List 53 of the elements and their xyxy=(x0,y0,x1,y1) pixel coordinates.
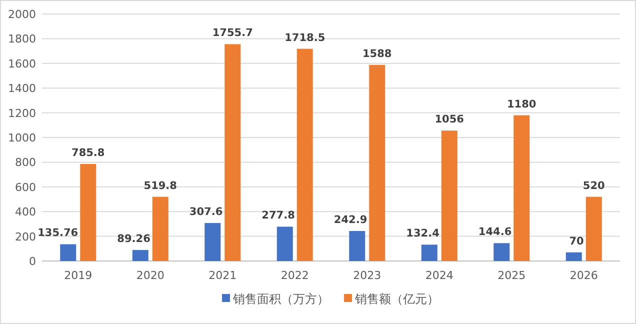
bar xyxy=(421,244,438,261)
x-tick-label: 2025 xyxy=(498,269,526,282)
data-label: 70 xyxy=(569,235,584,248)
bar xyxy=(296,48,313,261)
y-tick-label: 0 xyxy=(29,255,36,268)
legend-label: 销售额（亿元） xyxy=(354,292,439,306)
data-label: 277.8 xyxy=(262,210,295,222)
bar xyxy=(494,243,510,261)
data-label: 132.4 xyxy=(406,228,440,240)
data-label: 242.9 xyxy=(334,214,368,226)
bar xyxy=(586,196,602,261)
x-tick-label: 2021 xyxy=(208,269,237,282)
x-tick-label: 2026 xyxy=(570,269,598,282)
data-label: 520 xyxy=(582,180,605,192)
x-tick-label: 2019 xyxy=(64,269,92,282)
data-label: 785.8 xyxy=(72,146,105,159)
data-label: 144.6 xyxy=(478,226,512,238)
bar xyxy=(152,196,168,261)
y-tick-label: 200 xyxy=(15,230,36,244)
legend-label: 销售面积（万方） xyxy=(232,292,329,306)
bar xyxy=(224,44,241,261)
y-tick-label: 400 xyxy=(15,206,36,219)
y-tick-label: 600 xyxy=(15,180,36,194)
y-tick-label: 1800 xyxy=(8,32,36,46)
data-label: 1588 xyxy=(362,48,392,60)
data-label: 89.26 xyxy=(117,232,150,245)
bar xyxy=(276,226,293,261)
y-tick-label: 800 xyxy=(15,156,36,170)
data-label: 1755.7 xyxy=(212,27,253,40)
x-tick-label: 2023 xyxy=(353,269,382,282)
bar xyxy=(566,252,582,261)
bar xyxy=(369,64,386,261)
y-tick-label: 1000 xyxy=(8,132,36,144)
data-label: 1718.5 xyxy=(284,32,326,44)
bar xyxy=(80,164,96,261)
bar xyxy=(514,115,530,261)
y-tick-label: 1600 xyxy=(8,57,36,70)
y-tick-label: 2000 xyxy=(8,8,36,21)
bar xyxy=(60,244,76,261)
bar xyxy=(349,231,366,261)
bar xyxy=(132,250,148,261)
data-label: 135.76 xyxy=(38,227,78,240)
x-tick-label: 2024 xyxy=(425,269,454,282)
x-tick-label: 2022 xyxy=(280,269,309,282)
x-tick-label: 2020 xyxy=(136,269,164,282)
data-label: 1180 xyxy=(507,98,536,110)
data-label: 307.6 xyxy=(189,206,223,218)
y-tick-label: 1400 xyxy=(8,82,36,96)
bar xyxy=(441,130,458,261)
data-label: 519.8 xyxy=(144,180,177,192)
data-label: 1056 xyxy=(434,114,464,126)
y-tick-label: 1200 xyxy=(8,106,36,120)
bar xyxy=(204,223,221,261)
